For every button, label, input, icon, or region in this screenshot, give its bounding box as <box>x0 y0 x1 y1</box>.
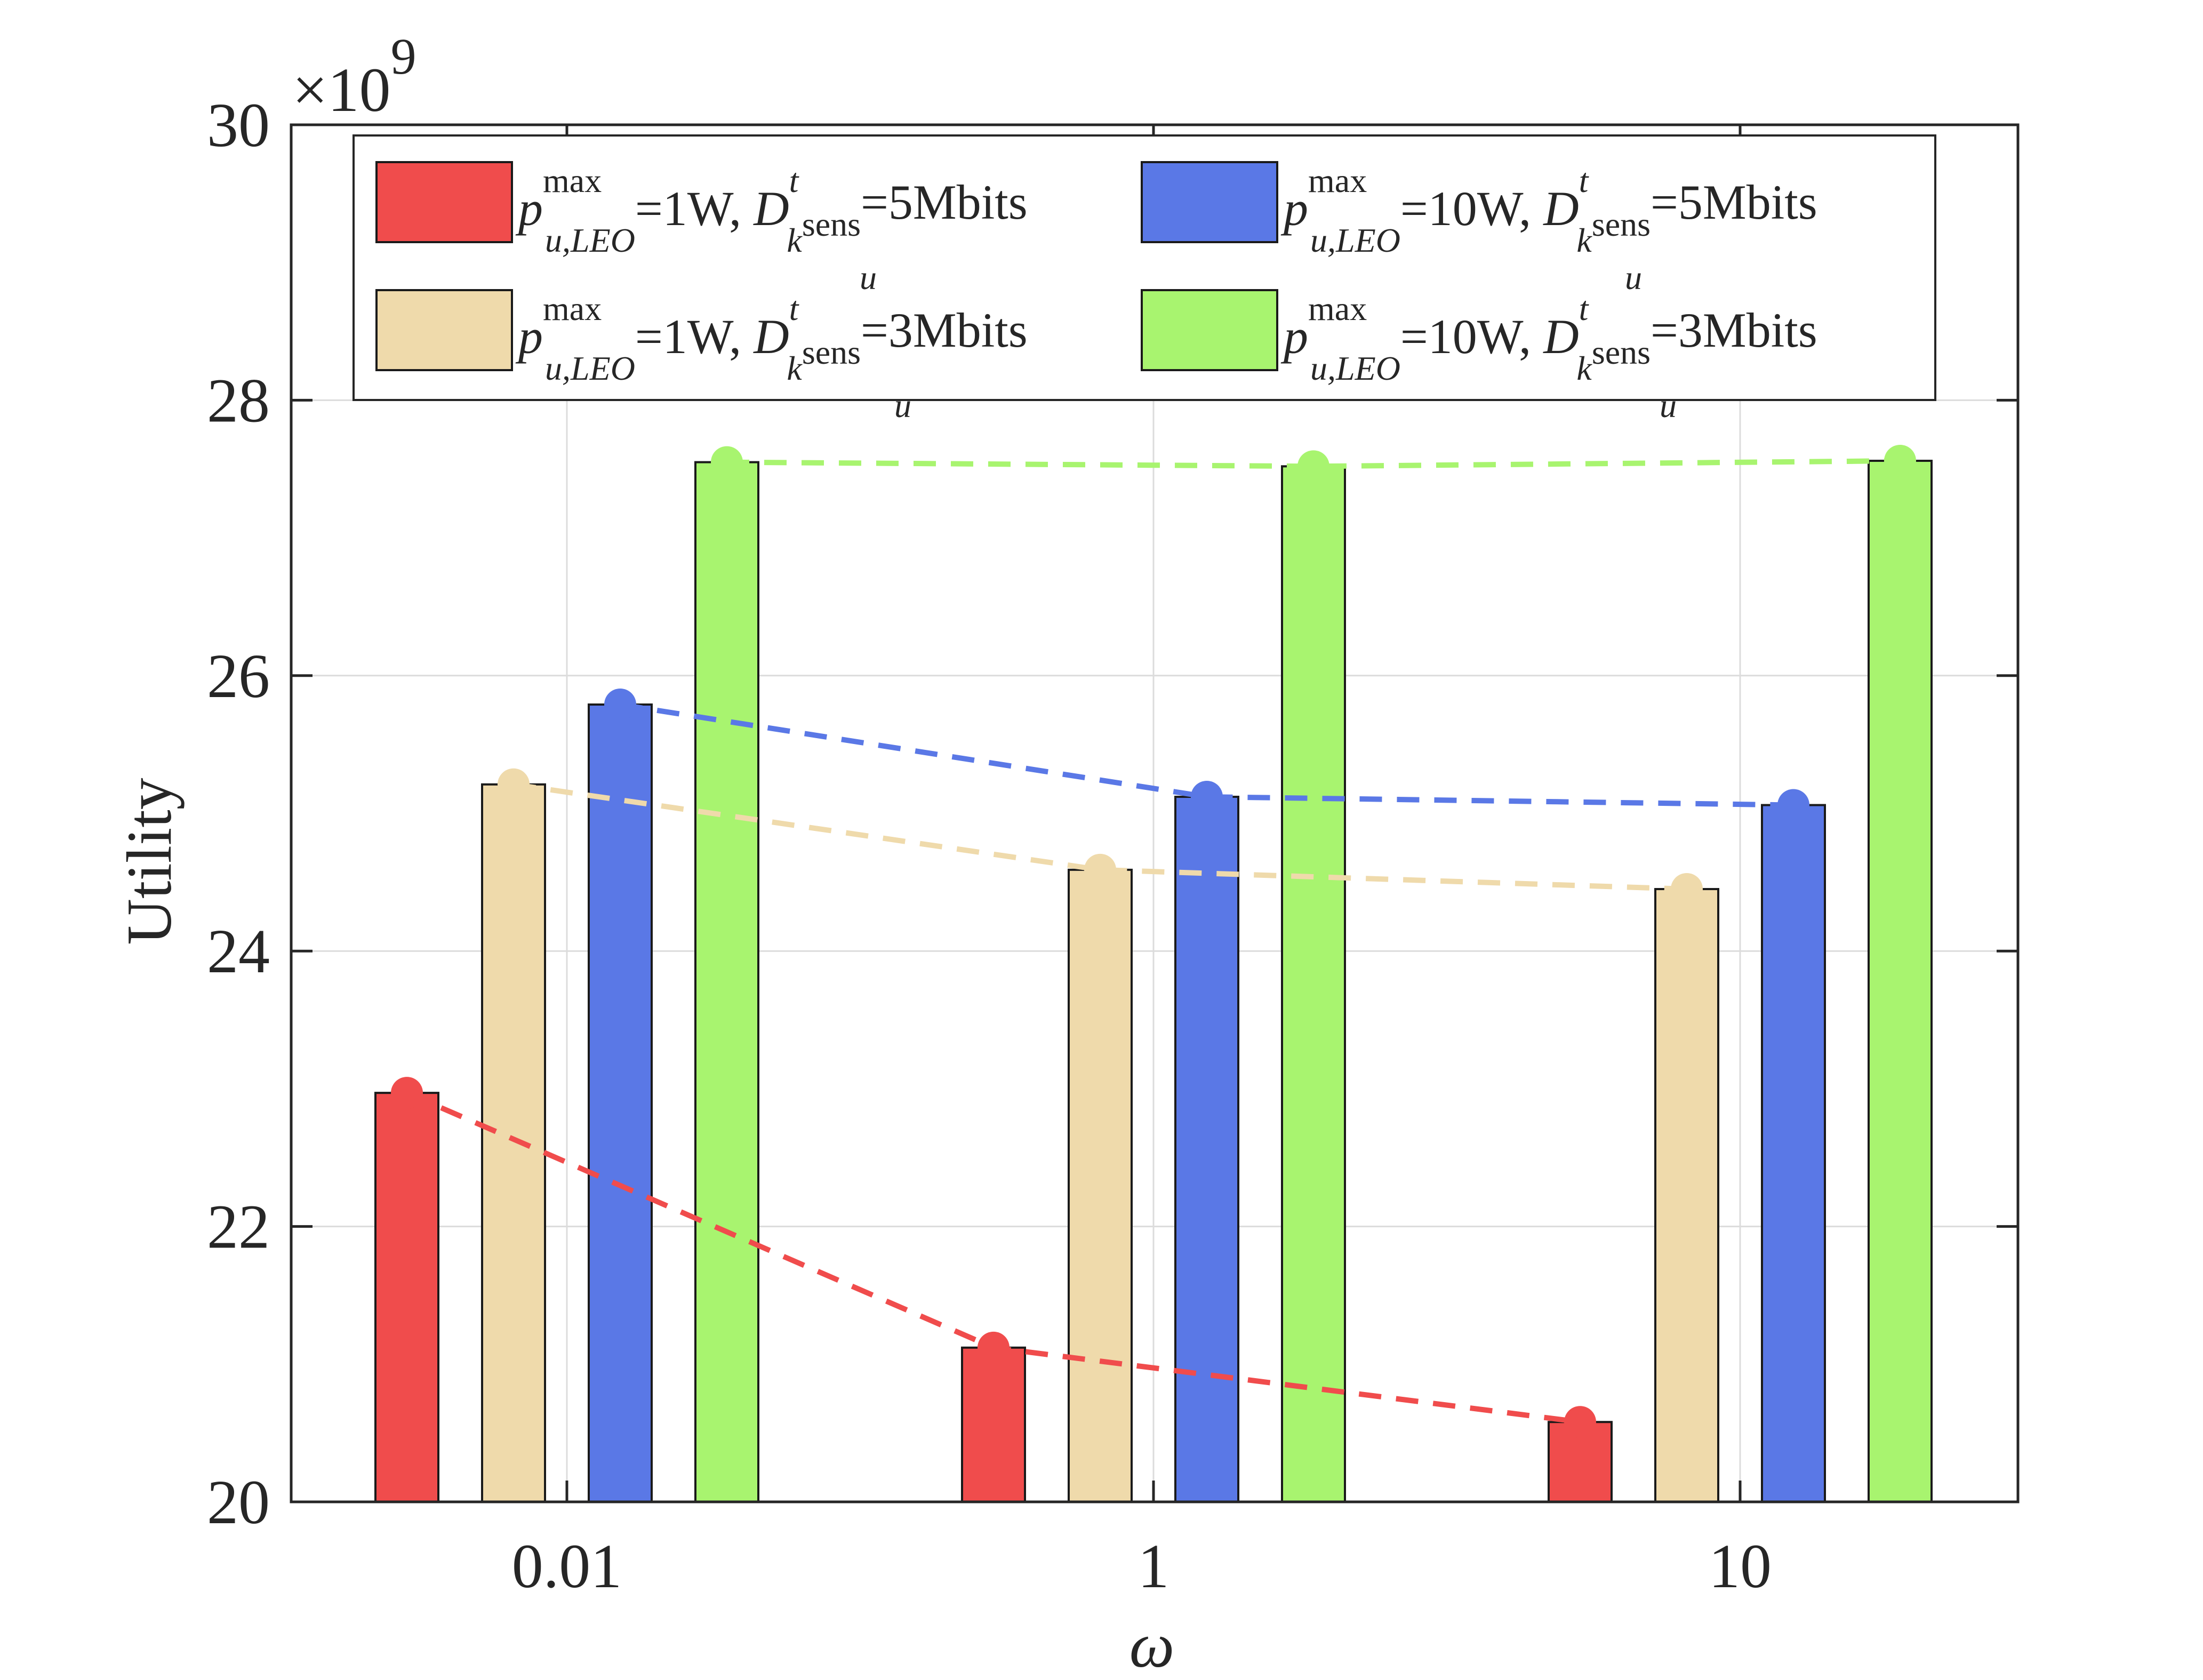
legend-power-value: =10W, <box>1400 309 1543 364</box>
legend-sup: max <box>1308 162 1367 199</box>
bar-series1-0.01 <box>374 1092 439 1503</box>
trend-line-series2 <box>513 781 1687 892</box>
axes-frame <box>290 123 2020 1503</box>
y-tick-label: 28 <box>207 365 270 435</box>
legend-d-symbol: D <box>752 309 789 364</box>
marker-series1-1 <box>978 1331 1010 1364</box>
bar-series3-1 <box>1174 796 1239 1503</box>
x-tick-label: 10 <box>1709 1531 1772 1601</box>
legend-power-value: =1W, <box>635 309 754 364</box>
legend-dsub-u: u <box>860 259 877 297</box>
legend-data-value: =5Mbits <box>1651 175 1817 229</box>
bar-series4-1 <box>1281 465 1346 1503</box>
legend-dsup: t <box>789 290 800 327</box>
x-tick-label: 1 <box>1138 1531 1169 1601</box>
bar-series2-0.01 <box>481 783 546 1503</box>
legend-dsup: t <box>1579 290 1590 327</box>
y-tick-label: 24 <box>207 916 270 986</box>
marker-series2-10 <box>1671 873 1703 906</box>
y-tick-label: 26 <box>207 641 270 711</box>
legend-dsub-sens: sens <box>802 333 861 371</box>
legend-dsub-sens: sens <box>1592 205 1651 243</box>
legend-sub: u,LEO <box>545 349 635 387</box>
trend-line-series3 <box>620 702 1794 808</box>
marker-series2-1 <box>1084 853 1116 886</box>
marker-series2-0.01 <box>498 768 530 801</box>
legend-dsub-sens: sens <box>802 205 861 243</box>
legend-dsub-u: u <box>1660 387 1677 425</box>
marker-series3-0.01 <box>604 689 636 721</box>
marker-series4-0.01 <box>711 446 743 478</box>
marker-series4-1 <box>1297 450 1329 483</box>
legend-sub: u,LEO <box>1310 349 1400 387</box>
legend-dsub-sens: sens <box>1592 333 1651 371</box>
y-axis-title: Utility <box>114 778 185 945</box>
legend-swatch-series3 <box>1141 161 1278 243</box>
legend-data-value: =3Mbits <box>1651 303 1817 357</box>
legend-dsup: t <box>789 162 800 199</box>
legend-dsub-k: k <box>787 221 803 259</box>
legend-swatch-series4 <box>1141 289 1278 371</box>
legend-power-value: =10W, <box>1400 181 1543 236</box>
plot-area-border <box>290 123 2020 1503</box>
marker-series3-10 <box>1777 789 1809 821</box>
legend-swatch-series1 <box>375 161 513 243</box>
y-tick-label: 20 <box>207 1467 270 1537</box>
trend-lines <box>391 445 1916 1438</box>
legend-sup: max <box>1308 290 1367 327</box>
bar-series2-10 <box>1654 888 1719 1503</box>
legend-power-value: =1W, <box>635 181 754 236</box>
marker-series3-1 <box>1191 781 1223 813</box>
legend-label-series1: pmax u,LEO=1W, Dt ksens=5Mbits <box>515 162 1028 259</box>
bar-series2-1 <box>1068 868 1133 1503</box>
legend-dsub-u: u <box>1625 259 1642 297</box>
legend-dsub-k: k <box>787 349 803 387</box>
bars <box>374 460 1933 1503</box>
y-tick-label: 22 <box>207 1192 270 1262</box>
marker-series1-10 <box>1564 1406 1596 1438</box>
legend-swatch-series2 <box>375 289 513 371</box>
marker-series1-0.01 <box>391 1077 423 1109</box>
legend-dsub-k: k <box>1576 349 1592 387</box>
legend-label-series2: pmax u,LEO=1W, Dt ksens=3Mbits <box>515 290 1028 387</box>
legend-dsub-u: u <box>894 387 911 425</box>
legend-sub: u,LEO <box>545 221 635 259</box>
marker-series4-10 <box>1884 445 1916 477</box>
legend-d-symbol: D <box>1542 181 1579 236</box>
legend-label-series3: pmax u,LEO=10W, Dt ksens=5Mbits <box>1280 162 1817 259</box>
legend-p-symbol: p <box>515 181 543 236</box>
bar-series1-1 <box>961 1346 1026 1503</box>
legend-d-symbol: D <box>1542 309 1579 364</box>
legend-sup: max <box>543 162 602 199</box>
legend-sup: max <box>543 290 602 327</box>
legend-dsup: t <box>1579 162 1590 199</box>
y-tick-label: 30 <box>207 90 270 160</box>
x-axis-title: ω <box>1129 1610 1175 1680</box>
y-multiplier-label: ×109 <box>292 28 416 125</box>
legend-dsub-k: k <box>1576 221 1592 259</box>
tick-labels: 20 22 24 26 28 30 0.01 1 10 <box>207 90 1772 1601</box>
bar-series4-0.01 <box>694 461 759 1503</box>
legend-label-series4: pmax u,LEO=10W, Dt ksens=3Mbits <box>1280 290 1817 387</box>
legend-data-value: =3Mbits <box>861 303 1028 357</box>
bar-series3-0.01 <box>588 703 653 1503</box>
legend-p-symbol: p <box>515 309 543 364</box>
bar-series4-10 <box>1868 460 1933 1503</box>
bar-series3-10 <box>1761 804 1826 1503</box>
x-tick-label: 0.01 <box>512 1531 622 1601</box>
legend-data-value: =5Mbits <box>861 175 1028 229</box>
legend-p-symbol: p <box>1280 309 1308 364</box>
legend-p-symbol: p <box>1280 181 1308 236</box>
trend-line-series4 <box>726 458 1901 469</box>
legend-d-symbol: D <box>752 181 789 236</box>
legend-sub: u,LEO <box>1310 221 1400 259</box>
